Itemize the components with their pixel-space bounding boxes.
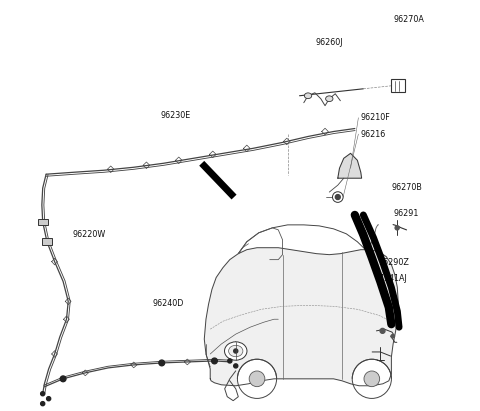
Circle shape [336, 194, 340, 199]
Circle shape [333, 192, 343, 202]
Circle shape [380, 328, 385, 333]
Circle shape [228, 359, 232, 363]
Circle shape [352, 359, 391, 398]
Ellipse shape [325, 96, 333, 102]
Circle shape [41, 392, 45, 396]
FancyBboxPatch shape [42, 238, 52, 245]
Text: 96216: 96216 [360, 129, 385, 139]
Text: 96240D: 96240D [152, 299, 184, 308]
Text: 96220W: 96220W [72, 230, 106, 238]
Polygon shape [338, 153, 361, 178]
Text: 96230E: 96230E [160, 111, 191, 120]
Circle shape [60, 376, 66, 382]
Text: 96290Z: 96290Z [379, 258, 409, 267]
Text: 96270A: 96270A [393, 15, 424, 24]
FancyBboxPatch shape [38, 219, 48, 225]
FancyBboxPatch shape [391, 79, 405, 92]
Ellipse shape [304, 93, 312, 99]
Ellipse shape [225, 342, 247, 360]
Circle shape [159, 360, 165, 366]
Circle shape [391, 335, 395, 338]
Circle shape [238, 359, 276, 398]
Circle shape [47, 397, 51, 401]
Circle shape [234, 364, 238, 368]
Circle shape [249, 371, 265, 387]
Circle shape [212, 358, 217, 364]
Circle shape [364, 371, 380, 387]
Circle shape [41, 402, 45, 406]
Text: 1141AJ: 1141AJ [379, 275, 407, 284]
Text: 96210F: 96210F [360, 113, 390, 122]
Text: 96270B: 96270B [391, 182, 422, 192]
Circle shape [234, 349, 238, 353]
Text: 96291: 96291 [393, 209, 419, 218]
Circle shape [395, 226, 399, 230]
Text: 96260J: 96260J [315, 38, 343, 47]
Polygon shape [204, 248, 398, 386]
Ellipse shape [228, 345, 243, 357]
